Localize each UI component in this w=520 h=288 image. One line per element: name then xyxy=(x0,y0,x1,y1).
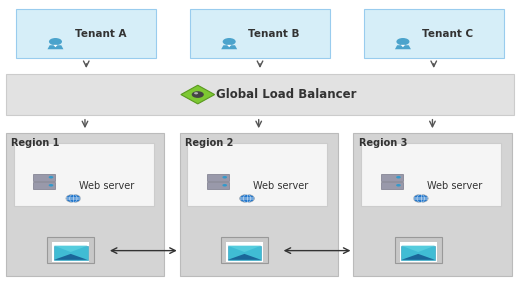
Polygon shape xyxy=(401,254,435,260)
Polygon shape xyxy=(47,45,63,49)
FancyBboxPatch shape xyxy=(399,242,437,262)
Polygon shape xyxy=(228,246,261,252)
FancyBboxPatch shape xyxy=(401,246,435,260)
Polygon shape xyxy=(401,45,405,47)
FancyBboxPatch shape xyxy=(179,132,338,276)
FancyBboxPatch shape xyxy=(361,143,501,206)
FancyBboxPatch shape xyxy=(226,242,263,262)
Circle shape xyxy=(223,184,227,187)
Text: Tenant B: Tenant B xyxy=(248,29,300,39)
Text: Global Load Balancer: Global Load Balancer xyxy=(216,88,356,101)
Circle shape xyxy=(49,184,54,187)
Text: Region 2: Region 2 xyxy=(185,138,233,148)
Text: Web server: Web server xyxy=(80,181,135,191)
FancyBboxPatch shape xyxy=(381,181,402,189)
FancyBboxPatch shape xyxy=(354,132,512,276)
FancyBboxPatch shape xyxy=(413,197,428,200)
Polygon shape xyxy=(228,254,261,260)
Circle shape xyxy=(49,38,62,45)
Text: Tenant A: Tenant A xyxy=(74,29,126,39)
Circle shape xyxy=(396,184,401,187)
Circle shape xyxy=(223,176,227,179)
FancyBboxPatch shape xyxy=(228,246,261,260)
FancyBboxPatch shape xyxy=(395,237,441,263)
Polygon shape xyxy=(227,45,231,47)
FancyBboxPatch shape xyxy=(33,174,55,181)
FancyBboxPatch shape xyxy=(207,174,229,181)
Circle shape xyxy=(413,194,428,202)
FancyBboxPatch shape xyxy=(240,197,254,200)
FancyBboxPatch shape xyxy=(14,143,154,206)
FancyBboxPatch shape xyxy=(6,132,164,276)
FancyBboxPatch shape xyxy=(221,237,268,263)
FancyBboxPatch shape xyxy=(33,181,55,189)
FancyBboxPatch shape xyxy=(190,9,330,58)
FancyBboxPatch shape xyxy=(54,246,87,260)
Polygon shape xyxy=(54,246,87,252)
Text: Region 1: Region 1 xyxy=(11,138,59,148)
FancyBboxPatch shape xyxy=(207,181,229,189)
FancyBboxPatch shape xyxy=(363,9,504,58)
Circle shape xyxy=(194,92,198,94)
FancyBboxPatch shape xyxy=(52,242,89,262)
FancyBboxPatch shape xyxy=(187,143,328,206)
Circle shape xyxy=(192,91,204,98)
Circle shape xyxy=(240,194,254,202)
Circle shape xyxy=(223,38,236,45)
Text: Web server: Web server xyxy=(253,181,308,191)
FancyBboxPatch shape xyxy=(16,9,157,58)
Circle shape xyxy=(396,38,409,45)
Polygon shape xyxy=(53,45,58,47)
FancyBboxPatch shape xyxy=(381,174,402,181)
Circle shape xyxy=(396,176,401,179)
Polygon shape xyxy=(395,45,411,49)
Polygon shape xyxy=(401,246,435,252)
FancyBboxPatch shape xyxy=(47,237,94,263)
Text: Tenant C: Tenant C xyxy=(422,29,473,39)
FancyBboxPatch shape xyxy=(66,197,81,200)
Polygon shape xyxy=(181,85,215,104)
Polygon shape xyxy=(54,254,87,260)
Polygon shape xyxy=(221,45,237,49)
Text: Region 3: Region 3 xyxy=(358,138,407,148)
Circle shape xyxy=(66,194,81,202)
FancyBboxPatch shape xyxy=(6,74,514,115)
Circle shape xyxy=(49,176,54,179)
Text: Web server: Web server xyxy=(427,181,482,191)
